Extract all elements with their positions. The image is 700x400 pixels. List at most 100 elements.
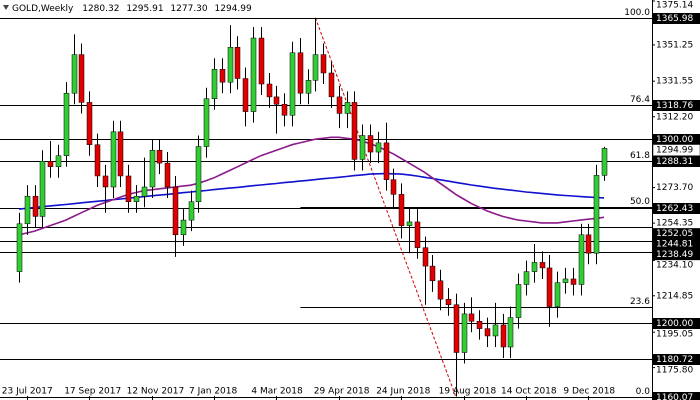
y-tick-label: 1234.10 — [656, 261, 693, 271]
y-tick-label: 1195.05 — [656, 330, 693, 340]
symbol: GOLD,Weekly — [12, 4, 74, 14]
price-label-box — [653, 13, 700, 24]
candle-body — [461, 313, 468, 353]
candle-body — [211, 69, 218, 99]
candle-body — [258, 37, 265, 85]
price-label-box — [653, 238, 700, 250]
candle-body — [554, 282, 561, 307]
price-line-label: 1180.72 — [656, 355, 693, 365]
candle-body — [390, 179, 397, 195]
price-line-label: 1238.49 — [656, 250, 693, 260]
candle-body — [86, 102, 93, 145]
candle-body — [468, 313, 475, 322]
x-tick-label: 9 Dec 2018 — [563, 387, 615, 397]
moving-average — [18, 172, 605, 210]
plot: 100.0 76.4 61.8 50.0 23.6 0.0 23 Jul 2017 17 Se… — [0, 8, 652, 400]
x-tick-label: 14 Oct 2018 — [501, 387, 557, 397]
x-tick-label: 12 Nov 2017 — [127, 387, 185, 397]
candle-body — [63, 92, 70, 156]
x-tick-label: 23 Jul 2017 — [2, 387, 53, 397]
y-tick-label: 1254.35 — [656, 219, 693, 229]
x-tick-label: 7 Jan 2018 — [189, 387, 237, 397]
y-tick-label: 1331.55 — [656, 77, 693, 87]
candle-body — [47, 161, 54, 168]
last-price-label: 1294.99 — [656, 146, 693, 156]
candle-body — [273, 96, 280, 105]
candle-body — [562, 278, 569, 283]
candle-body — [320, 54, 327, 74]
price-label-box — [653, 156, 700, 167]
candle-body — [149, 149, 156, 188]
price-line-label: 1365.98 — [656, 14, 693, 24]
candle-body — [71, 54, 78, 94]
candle-body — [422, 247, 429, 267]
candle-body — [359, 135, 366, 160]
candle-body — [78, 54, 85, 103]
candle-body — [125, 175, 132, 202]
candle-body — [383, 142, 390, 180]
candle-body — [180, 219, 187, 236]
price-line-label: 1160.07 — [656, 393, 693, 400]
price-label-box — [653, 100, 700, 111]
candle-body — [110, 131, 117, 188]
candle-body — [437, 280, 444, 300]
price-label-box — [653, 134, 700, 145]
moving-average — [18, 136, 605, 236]
price-label-box — [653, 203, 700, 214]
candle-body — [328, 72, 335, 98]
candle-body — [601, 148, 608, 176]
candle-body — [484, 328, 491, 337]
candle-body — [297, 52, 304, 94]
candle-body — [531, 262, 538, 272]
candle-body — [39, 161, 46, 217]
candle-body — [94, 144, 101, 177]
price-line-label: 1318.76 — [656, 101, 693, 111]
candle-body — [281, 103, 288, 116]
candle-body — [351, 102, 358, 160]
y-tick-label: 1312.20 — [656, 112, 693, 122]
candle-body — [414, 221, 421, 248]
candle-body — [398, 194, 405, 226]
candle-body — [156, 149, 163, 164]
candle-body — [476, 321, 483, 329]
candle-body — [195, 146, 202, 202]
fib-level-label: 0.0 — [636, 387, 651, 397]
price-label-box — [653, 249, 700, 261]
price-label-box — [653, 228, 700, 240]
candle-body — [16, 223, 23, 272]
ohlc-low: 1277.30 — [170, 4, 207, 14]
candle-body — [102, 175, 109, 188]
price-line-label: 1300.00 — [656, 135, 693, 145]
candle-body — [585, 234, 592, 254]
candle-body — [492, 324, 499, 337]
candle-body — [367, 135, 374, 153]
menu-icon — [3, 5, 9, 10]
price-label-box — [653, 354, 700, 365]
candle-body — [429, 265, 436, 282]
candle-body — [55, 155, 62, 168]
candle-body — [445, 298, 452, 305]
candle-body — [242, 78, 249, 112]
y-tick-label: 1273.70 — [656, 183, 693, 193]
candle-body — [570, 278, 577, 285]
candle-body — [203, 98, 210, 147]
y-tick-label: 1175.80 — [656, 366, 693, 376]
price-line-label: 1262.43 — [656, 204, 693, 214]
x-tick-label: 24 Jun 2018 — [376, 387, 430, 397]
candle-body — [188, 201, 195, 221]
ohlc-close: 1294.99 — [215, 4, 252, 14]
candle-body — [117, 131, 124, 177]
candle-body — [406, 221, 413, 226]
candle-body — [172, 186, 179, 236]
price-line-label: 1252.05 — [656, 229, 693, 239]
price-label-box — [653, 318, 700, 329]
price-line-label: 1200.00 — [656, 319, 693, 329]
candle-body — [507, 317, 514, 348]
last-price-box — [652, 144, 700, 156]
price-line-label: 1288.31 — [656, 157, 693, 167]
candle-body — [539, 262, 546, 269]
fib-level-label: 61.8 — [630, 151, 650, 161]
candle-body — [523, 271, 530, 285]
